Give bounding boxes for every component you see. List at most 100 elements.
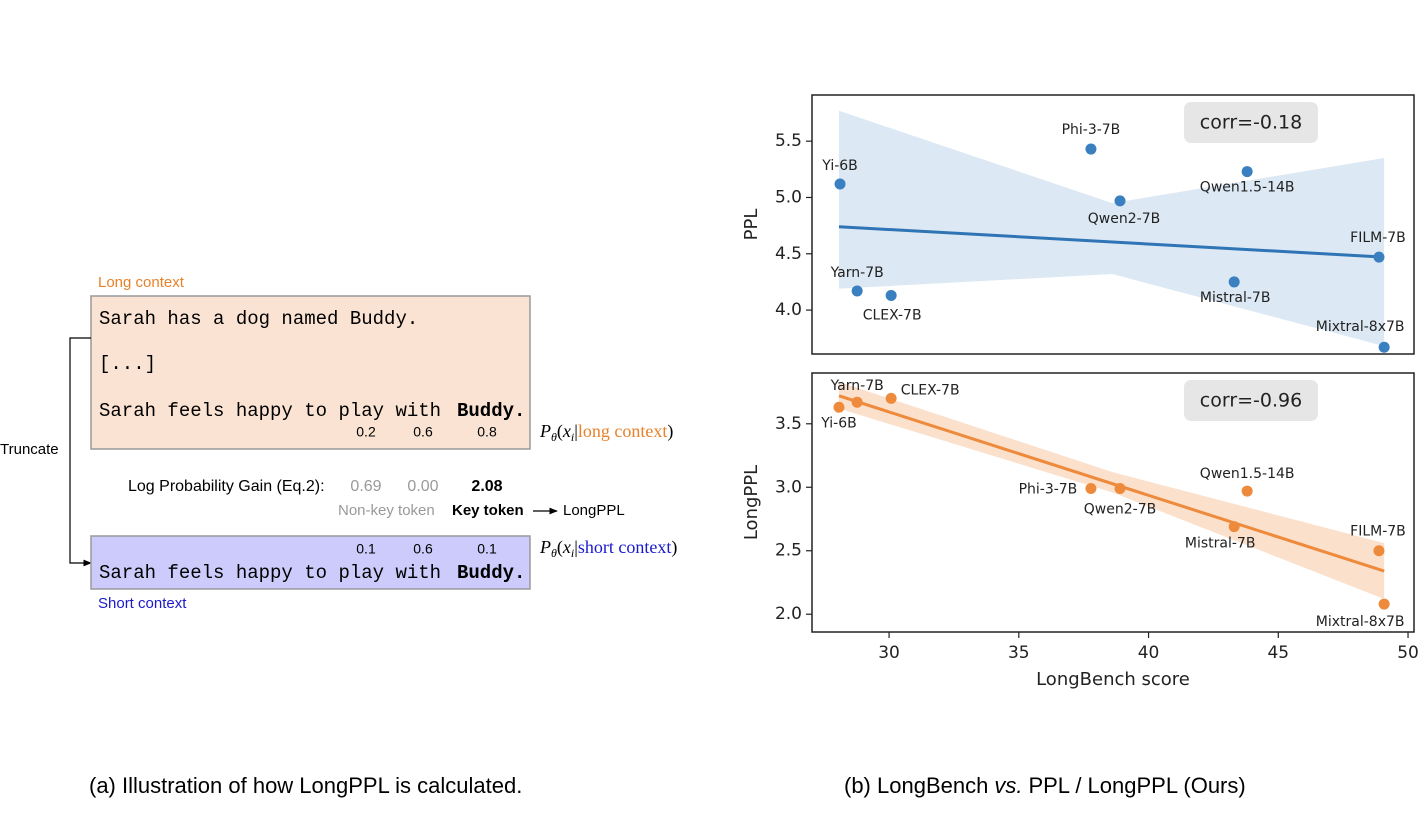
y-tick-label: 3.5 xyxy=(775,414,802,434)
point-label: Phi-3-7B xyxy=(1019,482,1078,498)
point xyxy=(851,396,863,408)
condition: long context xyxy=(578,421,667,441)
code-line: Sarah feels happy to play with xyxy=(99,562,441,584)
x-tick-label: 35 xyxy=(1008,643,1030,663)
point xyxy=(1373,545,1385,557)
point-label: FILM-7B xyxy=(1350,524,1406,540)
y-tick-label: 2.0 xyxy=(775,604,802,624)
point-label: Qwen1.5-14B xyxy=(1200,180,1295,196)
point xyxy=(885,289,897,301)
f: i xyxy=(571,430,574,444)
point-label: Mixtral-8x7B xyxy=(1316,319,1405,335)
non-key-label: Non-key token xyxy=(338,502,435,519)
long-context-box xyxy=(90,295,531,450)
key-word: Buddy. xyxy=(457,400,525,422)
caption-part: (b) LongBench xyxy=(844,773,988,798)
prob: 0.2 xyxy=(356,424,376,440)
point xyxy=(1378,598,1390,610)
y-tick-label: 3.0 xyxy=(775,477,802,497)
point xyxy=(834,178,846,190)
x-tick-label: 50 xyxy=(1397,643,1419,663)
prob: 0.6 xyxy=(413,424,433,440)
point-label: FILM-7B xyxy=(1350,230,1406,246)
y-tick-label: 4.5 xyxy=(775,244,802,264)
point-label: Mixtral-8x7B xyxy=(1316,614,1405,630)
f: P xyxy=(539,421,551,441)
key-label: Key token xyxy=(452,502,524,519)
long-formula: Pθ(xi|long context) xyxy=(539,421,673,444)
y-axis-label: LongPPL xyxy=(741,465,762,540)
plot-frame xyxy=(811,372,1415,633)
diagram: Long context Sarah has a dog named Buddy… xyxy=(0,274,677,612)
prob: 0.1 xyxy=(477,541,497,557)
code-line: Sarah feels happy to play with xyxy=(99,400,441,422)
fit-line xyxy=(838,394,1385,573)
code-line: [...] xyxy=(99,353,156,375)
point xyxy=(1114,483,1126,495)
fit-line xyxy=(838,225,1385,259)
charts: 5.5 5.0 4.5 4.0 PPL corr=-0.18 Yi-6B Phi-3-7B Qw… xyxy=(741,94,1419,690)
caption-part: PPL / LongPPL (Ours) xyxy=(1028,773,1245,798)
plot-frame xyxy=(811,94,1415,355)
truncate-arrow xyxy=(69,337,92,567)
prob: 0.8 xyxy=(477,424,497,440)
point-label: Phi-3-7B xyxy=(1062,122,1121,138)
point-label: Mistral-7B xyxy=(1200,290,1271,306)
y-tick-label: 5.0 xyxy=(775,187,802,207)
point-label: Qwen2-7B xyxy=(1088,211,1160,227)
point xyxy=(1228,276,1240,288)
x-tick-label: 45 xyxy=(1267,643,1289,663)
point-label: CLEX-7B xyxy=(863,307,922,323)
x-tick-label: 40 xyxy=(1138,643,1160,663)
point xyxy=(1228,521,1240,533)
confidence-band xyxy=(838,110,1385,347)
point xyxy=(1114,195,1126,207)
annotation: corr=-0.96 xyxy=(1200,390,1302,412)
f: | xyxy=(574,537,578,557)
key-word: Buddy. xyxy=(457,562,525,584)
prob: 0.6 xyxy=(413,541,433,557)
point-label: Mistral-7B xyxy=(1185,536,1256,552)
x-tick-label: 30 xyxy=(878,643,900,663)
f: θ xyxy=(551,546,557,560)
y-tick-label: 5.5 xyxy=(775,131,802,151)
f: x xyxy=(562,537,571,557)
f: ( xyxy=(557,537,563,558)
condition: short context xyxy=(578,537,671,557)
point xyxy=(1085,143,1097,155)
caption-part: vs. xyxy=(994,773,1022,798)
confidence-band xyxy=(838,381,1385,599)
f: ( xyxy=(557,421,563,442)
short-formula: Pθ(xi|short context) xyxy=(539,537,677,560)
f: θ xyxy=(551,430,557,444)
y-tick-label: 4.0 xyxy=(775,300,802,320)
long-context-label: Long context xyxy=(98,274,185,291)
point xyxy=(1373,251,1385,263)
y-tick-label: 2.5 xyxy=(775,541,802,561)
f: i xyxy=(571,546,574,560)
short-context-label: Short context xyxy=(98,595,187,612)
annotation: corr=-0.18 xyxy=(1200,112,1302,134)
point xyxy=(851,285,863,297)
gain: 2.08 xyxy=(471,478,502,495)
point-label: Qwen1.5-14B xyxy=(1200,466,1295,482)
code-line: Sarah has a dog named Buddy. xyxy=(99,308,418,330)
point-label: Yarn-7B xyxy=(830,265,884,281)
point xyxy=(833,401,845,413)
y-axis-label: PPL xyxy=(741,209,762,241)
point-label: CLEX-7B xyxy=(901,382,960,398)
gain: 0.69 xyxy=(350,478,381,495)
point xyxy=(885,392,897,404)
annotation-box xyxy=(1184,380,1318,421)
longppl-label: LongPPL xyxy=(563,502,625,519)
point-label: Yi-6B xyxy=(821,158,858,174)
caption: (a) Illustration of how LongPPL is calcu… xyxy=(89,773,522,798)
f: | xyxy=(574,421,578,441)
x-axis-label: LongBench score xyxy=(1036,669,1190,690)
prob: 0.1 xyxy=(356,541,376,557)
point xyxy=(1241,166,1253,178)
point-label: Yi-6B xyxy=(820,415,857,431)
f: x xyxy=(562,421,571,441)
caption: (b) LongBench vs. PPL / LongPPL (Ours) xyxy=(844,773,1246,798)
point-label: Yarn-7B xyxy=(830,378,884,394)
